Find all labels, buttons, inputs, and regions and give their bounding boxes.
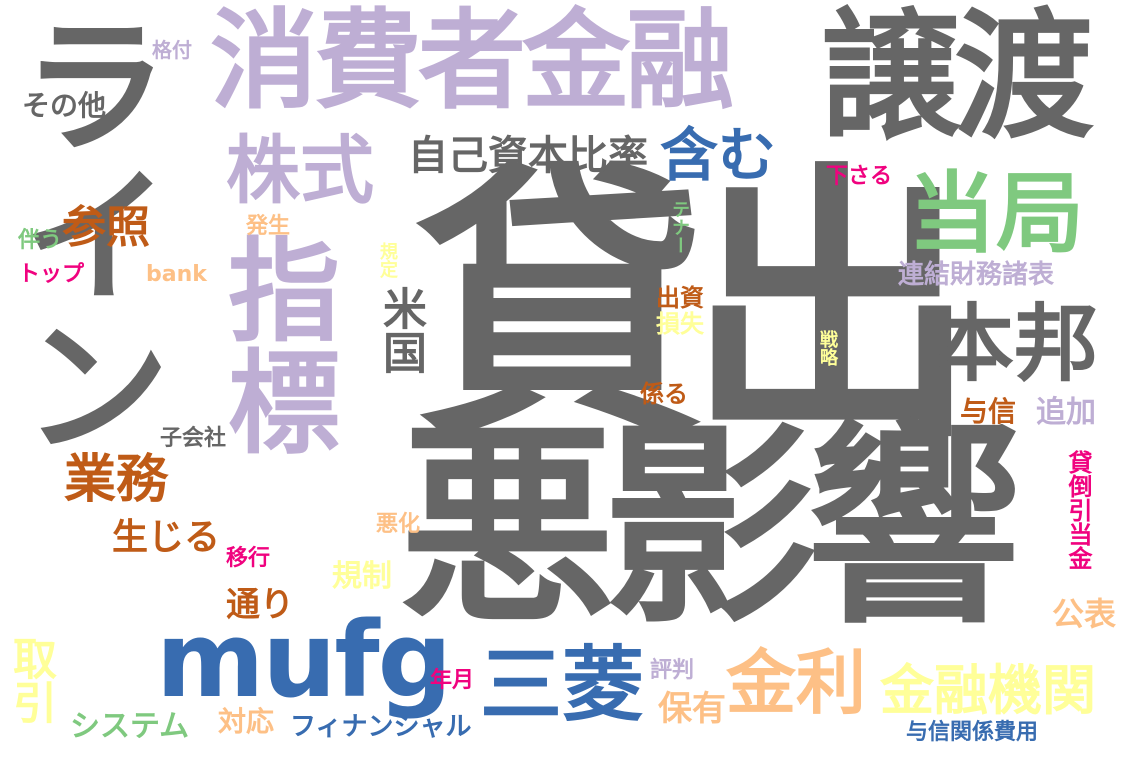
word-gyomu: 業務 (64, 450, 169, 510)
word-nengetsu: 年月 (430, 668, 475, 693)
word-kisei: 規制 (332, 559, 392, 594)
word-senryaku: 戦略 (817, 330, 838, 366)
word-hassei: 発生 (246, 214, 291, 239)
word-kogaisha: 子会社 (160, 426, 227, 451)
word-tokyoku: 当局 (908, 162, 1085, 265)
word-akueikyo: 悪影響 (400, 402, 1021, 653)
word-mufg: mufg (156, 599, 452, 721)
word-financial: フィナンシャル (290, 712, 472, 742)
word-akka: 悪化 (376, 512, 421, 537)
word-taio: 対応 (218, 705, 275, 738)
word-sonota: その他 (22, 89, 107, 122)
word-iko: 移行 (226, 546, 271, 571)
word-kakuzuke: 格付 (152, 38, 192, 62)
word-system: システム (70, 709, 190, 744)
word-hoyu: 保有 (658, 689, 726, 729)
word-fukumu: 含む (660, 121, 777, 189)
word-top: トップ (18, 262, 85, 287)
word-kabushiki: 株式 (226, 128, 374, 214)
word-jiko-shihon-hiritsu: 自己資本比率 (408, 133, 648, 179)
word-yoshin: 与信 (960, 395, 1017, 428)
word-shihyo: 指標 (209, 232, 339, 456)
word-mitsubishi: 三菱 (480, 638, 645, 733)
word-beikoku: 米国 (375, 286, 426, 374)
word-tsuika: 追加 (1036, 395, 1096, 430)
word-kakaru: 係る (640, 380, 688, 408)
word-honpo: 本邦 (930, 295, 1099, 393)
word-renketsu-zaimu-shohyo: 連結財務諸表 (898, 260, 1055, 290)
word-tenor: テナー (669, 200, 690, 254)
word-kinri: 金利 (726, 642, 866, 724)
word-kinyu-kikan: 金融機関 (880, 659, 1096, 722)
word-bank: bank (146, 262, 207, 287)
word-torihiki: 取引 (5, 636, 56, 724)
word-joto: 譲渡 (820, 0, 1094, 159)
word-kohyo: 公表 (1052, 595, 1117, 633)
word-yoshin-kankei-hiyo: 与信関係費用 (906, 720, 1039, 745)
word-shojiru: 生じる (112, 517, 221, 558)
word-sansho: 参照 (62, 202, 150, 253)
word-rain: ライン (0, 8, 170, 458)
word-tomonau: 伴う (18, 228, 63, 253)
word-hyoban: 評判 (650, 658, 695, 683)
word-sonshitsu: 損失 (656, 310, 704, 338)
word-kudasaru: 下さる (826, 164, 893, 189)
word-kashidashi: 貸出 (415, 141, 977, 478)
word-shusshi: 出資 (656, 284, 704, 312)
word-kitei: 規定 (377, 242, 398, 278)
word-kashidaore-hikiatekin: 貸倒引当金 (1064, 450, 1092, 570)
word-toori: 通り (226, 585, 294, 625)
word-shohisha-kinyu: 消費者金融 (210, 0, 734, 124)
